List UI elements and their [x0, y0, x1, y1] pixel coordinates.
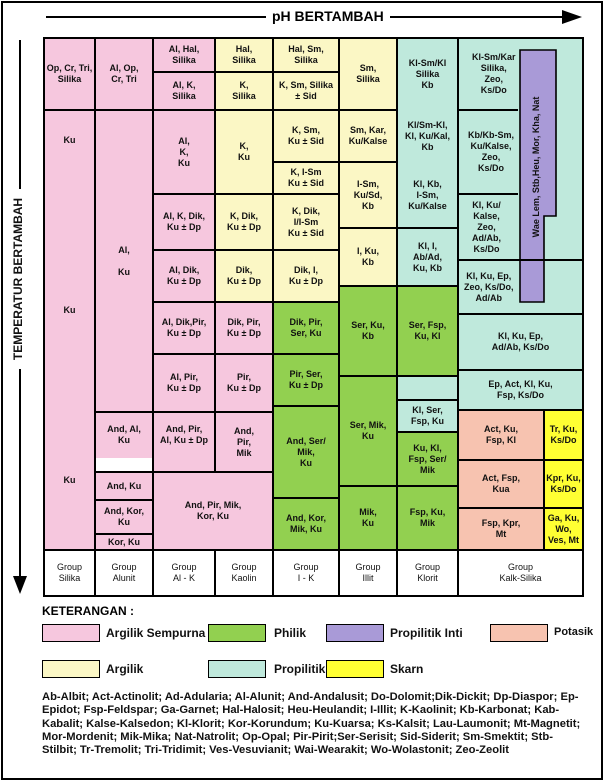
cell-klorit-gap [397, 376, 458, 400]
cell-ik-5: K, Dik, I/I-Sm Ku ± Sid [273, 194, 339, 250]
cell-silika-1: Op, Cr, Tri, Silika [44, 38, 95, 110]
legend-label-argilik-sempurna: Argilik Sempurna [106, 626, 206, 640]
legend-swatch-propilitik-inti [326, 624, 384, 642]
cell-klorit-5: Ser, Fsp, Ku, Kl [397, 286, 458, 376]
cell-kaolin-6: Dik, Pir, Ku ± Dp [215, 302, 273, 354]
group-al-k: Group Al - K [171, 562, 197, 583]
cell-illit-2: Sm, Kar, Ku/Kalse [339, 110, 397, 162]
cell-ik-9: And, Ser/ Mik, Ku [273, 406, 339, 498]
legend-swatch-argilik [42, 660, 100, 678]
cell-klorit-4: Kl, I, Ab/Ad, Ku, Kb [397, 228, 458, 286]
cell-klorit-8: Fsp, Ku, Mik [397, 486, 458, 550]
cell-klorit-7: Ku, Kl, Fsp, Ser/ Mik [397, 432, 458, 486]
cell-alk-5: Al, Dik, Ku ± Dp [153, 250, 215, 302]
cell-alk-8: And, Pir, Al, Ku ± Dp [153, 412, 215, 458]
cell-kalk-6: Ep, Act, Kl, Ku, Fsp, Ks/Do [458, 370, 583, 410]
group-i-k: Group I - K [293, 562, 319, 583]
cell-alk-1: Al, Hal, Silika [153, 38, 215, 72]
legend-swatch-propilitik [208, 660, 266, 678]
cell-alk-bottom-left [153, 458, 215, 472]
group-illit: Group Illit [355, 562, 381, 583]
cell-illit-7: Mik, Ku [339, 486, 397, 550]
cell-alk-kaolin-9: And, Pir, Mik, Kor, Ku [153, 472, 273, 550]
cell-alk-2: Al, K, Silika [153, 72, 215, 110]
cell-silika-2: Ku [44, 110, 95, 170]
legend-title: KETERANGAN : [42, 604, 134, 618]
cell-alunit-5: And, Kor, Ku [95, 500, 153, 534]
cell-alunit-1: Al, Op, Cr, Tri [95, 38, 153, 110]
legend-label-propilitik-inti: Propilitik Inti [390, 626, 463, 640]
propilitik-inti-band [519, 49, 557, 303]
legend-swatch-argilik-sempurna [42, 624, 100, 642]
cell-kalk-7: Act, Ku, Fsp, Kl [458, 410, 544, 460]
cell-alunit-6: Kor, Ku [95, 534, 153, 550]
legend-swatch-potasik [490, 624, 548, 642]
temperature-title: TEMPERATUR BERTAMBAH [11, 189, 29, 369]
group-klorit: Group Klorit [414, 562, 440, 583]
cell-kalk-10: Tr, Ku, Ks/Do [544, 410, 583, 460]
legend-swatch-philik [208, 624, 266, 642]
cell-illit-4: I, Ku, Kb [339, 228, 397, 286]
cell-alk-4: Al, K, Dik, Ku ± Dp [153, 194, 215, 250]
cell-silika-3: Ku [44, 170, 95, 450]
group-alunit: Group Alunit [111, 562, 137, 583]
cell-ik-10: And, Kor, Mik, Ku [273, 498, 339, 550]
cell-illit-6: Ser, Mik, Ku [339, 376, 397, 486]
cell-ik-1: Hal, Sm, Silika [273, 38, 339, 72]
cell-kalk-9: Fsp, Kpr, Mt [458, 508, 544, 550]
cell-ik-6: Dik, I, Ku ± Dp [273, 250, 339, 302]
group-kalk-silika: Group Kalk-Silika [499, 562, 542, 583]
group-silika: Group Silika [56, 562, 82, 583]
cell-ik-8: Pir, Ser, Ku ± Dp [273, 354, 339, 406]
cell-kaolin-2: K, Silika [215, 72, 273, 110]
cell-alk-6: Al, Dik,Pir, Ku ± Dp [153, 302, 215, 354]
cell-alunit-3: And, Al, Ku [95, 412, 153, 458]
cell-kaolin-3: K, Ku [215, 110, 273, 194]
cell-illit-3: I-Sm, Ku/Sd, Kb [339, 162, 397, 228]
cell-ik-7: Dik, Pir, Ser, Ku [273, 302, 339, 354]
cell-kaolin-1: Hal, Silika [215, 38, 273, 72]
cell-kaolin-8: And, Pir, Mik [215, 412, 273, 472]
cell-alk-7: Al, Pir, Ku ± Dp [153, 354, 215, 412]
cell-kalk-8: Act, Fsp, Kua [458, 460, 544, 508]
legend-label-propilitik: Propilitik [274, 662, 326, 676]
cell-klorit-1: Kl-Sm/Kl Silika Kb [397, 38, 458, 110]
cell-illit-5: Ser, Ku, Kb [339, 286, 397, 376]
cell-kaolin-7: Pir, Ku ± Dp [215, 354, 273, 412]
legend-label-philik: Philik [274, 626, 307, 640]
legend-swatch-skarn [326, 660, 384, 678]
legend-label-potasik: Potasik [554, 626, 594, 638]
cell-illit-1: Sm, Silika [339, 38, 397, 110]
cell-klorit-2: Kl/Sm-Kl, Kl, Ku/Kal, Kb [397, 110, 458, 162]
cell-silika-4: Ku [44, 410, 95, 550]
cell-ik-2: K, Sm, Silika ± Sid [273, 72, 339, 110]
cell-kalk-5: Kl, Ku, Ep, Ad/Ab, Ks/Do [458, 314, 583, 370]
cell-klorit-6: Kl, Ser, Fsp, Ku [397, 400, 458, 432]
cell-ik-3: K, Sm, Ku ± Sid [273, 110, 339, 162]
cell-ik-4: K, I-Sm Ku ± Sid [273, 162, 339, 194]
cell-kaolin-4: K, Dik, Ku ± Dp [215, 194, 273, 250]
group-kaolin: Group Kaolin [231, 562, 257, 583]
cell-kalk-11: Kpr, Ku, Ks/Do [544, 460, 583, 508]
cell-klorit-3: Kl, Kb, I-Sm, Ku/Kalse [397, 162, 458, 228]
cell-alunit-2: Al, Ku [95, 110, 153, 412]
cell-kalk-12: Ga, Ku, Wo, Ves, Mt [544, 508, 583, 550]
mineral-abbreviations: Ab-Albit; Act-Actinolit; Ad-Adularia; Al… [42, 691, 581, 757]
legend-label-argilik: Argilik [106, 662, 144, 676]
propilitik-inti-minerals: Wae Lem, Stb,Heu, Mor, Kha, Nat [531, 96, 541, 238]
ph-title: pH BERTAMBAH [266, 8, 390, 24]
cell-kaolin-5: Dik, Ku ± Dp [215, 250, 273, 302]
cell-alunit-4: And, Ku [95, 472, 153, 500]
cell-alk-3: Al, K, Ku [153, 110, 215, 194]
legend-label-skarn: Skarn [390, 662, 424, 676]
